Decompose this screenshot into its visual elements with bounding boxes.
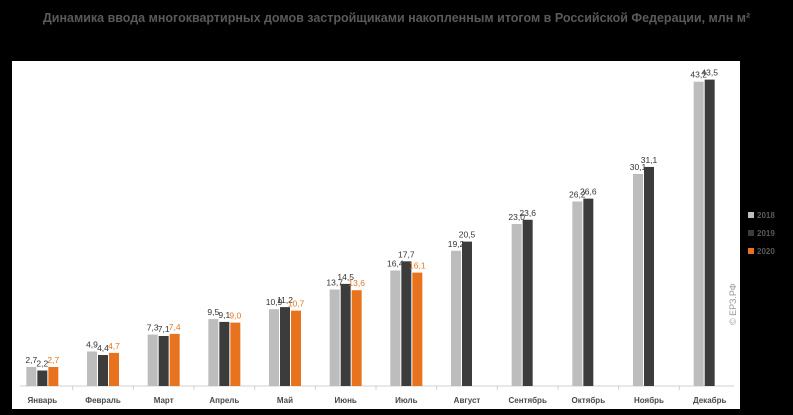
bar-2018-6: [329, 289, 340, 386]
bar-2018-4: [208, 319, 219, 386]
data-label-2020-1: 2,7: [47, 355, 59, 365]
legend-label-2019: 2019: [757, 228, 775, 238]
x-tick-label-6: Июнь: [334, 396, 356, 405]
bar-2019-7: [401, 261, 412, 386]
data-label-2018-11: 30,1: [630, 162, 647, 172]
bar-2020-2: [109, 352, 119, 386]
data-label-2019-1: 2,2: [36, 359, 48, 369]
bar-2020-1: [48, 366, 59, 386]
bar-2018-7: [390, 270, 401, 386]
plot-area: [12, 61, 740, 409]
bar-2020-3: [169, 333, 180, 386]
bar-2019-1: [37, 370, 48, 386]
data-label-2019-4: 9,1: [218, 310, 230, 320]
bar-2019-4: [219, 321, 230, 386]
bar-2020-4: [230, 322, 241, 386]
data-label-2020-3: 7,4: [169, 322, 181, 332]
x-tick-label-1: Январь: [28, 396, 58, 405]
data-label-2019-9: 23,6: [519, 208, 536, 218]
data-label-2018-4: 9,5: [207, 307, 219, 317]
data-label-2019-2: 4,4: [97, 343, 109, 353]
data-label-2020-7: 16,1: [409, 261, 426, 271]
data-label-2018-2: 4,9: [86, 339, 98, 349]
data-label-2020-5: 10,7: [288, 299, 305, 309]
bar-2018-3: [147, 334, 158, 386]
bar-2019-12: [704, 79, 715, 386]
bar-2018-5: [269, 309, 279, 386]
data-label-2020-6: 13,6: [348, 278, 365, 288]
x-tick-label-12: Декабрь: [693, 396, 727, 405]
data-label-2018-8: 19,2: [448, 239, 465, 249]
bar-2019-8: [462, 241, 472, 386]
bar-2018-10: [572, 201, 583, 386]
data-label-2019-7: 17,7: [398, 249, 415, 259]
data-label-2018-6: 13,7: [326, 278, 343, 288]
bar-2019-10: [583, 198, 594, 386]
data-label-2018-3: 7,3: [147, 323, 159, 333]
chart-legend: 2018 2019 2020: [748, 206, 792, 260]
data-label-2018-5: 10,9: [266, 297, 283, 307]
x-tick-label-4: Апрель: [209, 396, 239, 405]
watermark: © ЕРЗ.РФ: [728, 283, 738, 325]
legend-item-2019: 2019: [748, 224, 792, 242]
data-label-2020-4: 9,0: [229, 311, 241, 321]
data-label-2018-7: 16,4: [387, 258, 404, 268]
data-label-2019-5: 11,2: [277, 295, 293, 305]
x-tick-label-7: Июль: [395, 396, 417, 405]
data-label-2019-8: 20,5: [459, 230, 476, 240]
data-label-2018-9: 23,0: [508, 212, 525, 222]
bar-2020-5: [291, 310, 301, 386]
bar-2018-11: [633, 173, 643, 386]
x-tick-label-10: Октябрь: [572, 396, 606, 405]
legend-label-2020: 2020: [757, 246, 775, 256]
data-label-2020-2: 4,7: [108, 341, 120, 351]
bar-2018-2: [87, 351, 97, 386]
bar-2018-9: [511, 224, 522, 386]
bar-2019-6: [340, 283, 351, 386]
data-label-2018-10: 26,2: [569, 189, 586, 199]
data-label-2018-1: 2,7: [25, 355, 37, 365]
data-label-2019-3: 7,1: [158, 324, 170, 334]
x-tick-label-11: Ноябрь: [634, 396, 664, 405]
bar-2019-9: [522, 219, 533, 386]
x-tick-label-9: Сентябрь: [508, 396, 546, 405]
bar-2020-6: [351, 290, 362, 386]
data-label-2019-6: 14,5: [337, 272, 354, 282]
x-tick-label-3: Март: [154, 396, 174, 405]
x-tick-label-8: Август: [454, 396, 481, 405]
bar-2019-3: [158, 335, 169, 386]
data-label-2019-10: 26,6: [580, 187, 597, 197]
bar-2018-12: [693, 81, 704, 386]
bar-2018-1: [26, 366, 37, 386]
bar-2019-5: [280, 307, 290, 386]
legend-swatch-2020: [748, 248, 754, 254]
x-tick-label-2: Февраль: [85, 396, 121, 405]
legend-item-2020: 2020: [748, 242, 792, 260]
legend-swatch-2018: [748, 212, 754, 218]
legend-label-2018: 2018: [757, 210, 775, 220]
data-label-2018-12: 43,2: [690, 70, 707, 80]
bar-2018-8: [451, 250, 461, 386]
data-label-2019-12: 43,5: [701, 68, 718, 78]
bar-2020-7: [412, 272, 423, 386]
data-label-2019-11: 31,1: [641, 155, 658, 165]
bar-2019-2: [98, 355, 108, 386]
legend-item-2018: 2018: [748, 206, 792, 224]
legend-swatch-2019: [748, 230, 754, 236]
bar-2019-11: [644, 166, 654, 386]
x-tick-label-5: Май: [277, 396, 293, 405]
chart-title: Динамика ввода многоквартирных домов зас…: [42, 11, 751, 25]
